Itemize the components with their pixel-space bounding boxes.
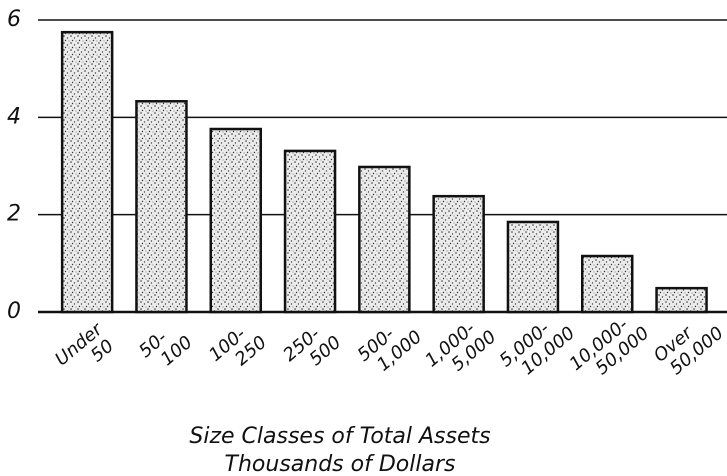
y-tick-label: 2 xyxy=(7,202,21,227)
bar xyxy=(283,149,337,314)
y-tick-label: 6 xyxy=(7,7,21,32)
bar xyxy=(432,194,485,314)
bar xyxy=(358,165,411,314)
x-tick-label-group: 5,000-10,000 xyxy=(496,318,579,379)
bar xyxy=(209,127,262,314)
bar xyxy=(581,254,634,314)
x-axis-label: Size Classes of Total Assets xyxy=(189,424,490,449)
bar xyxy=(135,100,188,314)
bar xyxy=(60,30,114,314)
x-tick-label-group: 10,000-50,000 xyxy=(566,314,654,379)
x-tick-label-group: 500-1,000 xyxy=(354,323,426,375)
x-tick-label-group: 50-100 xyxy=(135,327,197,370)
x-axis-label: Thousands of Dollars xyxy=(225,452,456,476)
bar xyxy=(655,286,708,314)
x-tick-label-group: 250-500 xyxy=(279,323,345,370)
bar xyxy=(506,220,560,314)
y-tick-label: 4 xyxy=(7,104,21,129)
x-tick-label-group: 100-250 xyxy=(205,323,271,370)
y-tick-label: 0 xyxy=(7,299,21,324)
x-tick-label-group: 1,000-5,000 xyxy=(421,318,500,376)
